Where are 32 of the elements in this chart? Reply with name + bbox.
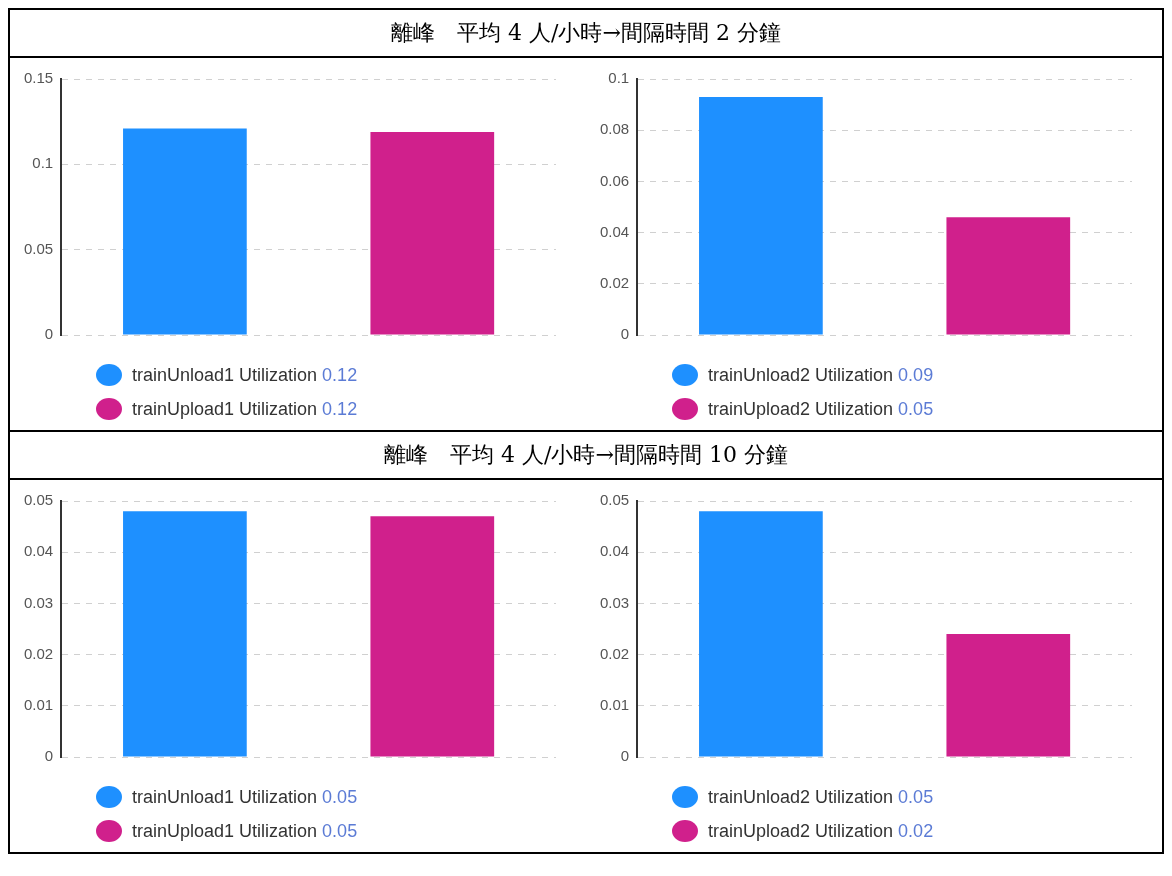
legend-label: trainUpload1 Utilization 0.05 bbox=[132, 820, 358, 841]
y-tick-label: 0.1 bbox=[608, 69, 630, 87]
y-tick-label: 0.04 bbox=[599, 222, 630, 240]
y-tick-label: 0.01 bbox=[599, 695, 630, 713]
legend-label: trainUnload1 Utilization 0.12 bbox=[132, 364, 358, 385]
legend-label: trainUnload1 Utilization 0.05 bbox=[132, 786, 358, 807]
y-tick-label: 0 bbox=[620, 747, 630, 765]
chart-title: 離峰 平均 4 人/小時→間隔時間 2 分鐘 bbox=[10, 10, 1162, 58]
chart-title: 離峰 平均 4 人/小時→間隔時間 10 分鐘 bbox=[10, 430, 1162, 480]
y-tick-label: 0.02 bbox=[599, 273, 630, 291]
y-tick-label: 0.04 bbox=[23, 542, 54, 560]
legend-label: trainUnload2 Utilization 0.09 bbox=[708, 364, 934, 385]
y-tick-label: 0.15 bbox=[23, 69, 54, 87]
y-tick-label: 0.03 bbox=[23, 593, 54, 611]
y-tick-label: 0.1 bbox=[32, 154, 54, 172]
y-tick-label: 0.06 bbox=[599, 171, 630, 189]
y-tick-label: 0.02 bbox=[599, 644, 630, 662]
y-tick-label: 0.08 bbox=[599, 120, 630, 138]
legend-label: trainUnload2 Utilization 0.05 bbox=[708, 786, 934, 807]
y-tick-label: 0.02 bbox=[23, 644, 54, 662]
y-tick-label: 0 bbox=[44, 747, 54, 765]
y-tick-label: 0.01 bbox=[23, 695, 54, 713]
legend-label: trainUpload2 Utilization 0.02 bbox=[708, 820, 934, 841]
y-tick-label: 0.05 bbox=[599, 491, 630, 509]
y-tick-label: 0 bbox=[620, 325, 630, 343]
y-tick-label: 0.03 bbox=[599, 593, 630, 611]
y-tick-label: 0 bbox=[44, 325, 54, 343]
y-tick-label: 0.05 bbox=[23, 239, 54, 257]
legend-label: trainUpload2 Utilization 0.05 bbox=[708, 398, 934, 419]
y-tick-label: 0.05 bbox=[23, 491, 54, 509]
y-tick-label: 0.04 bbox=[599, 542, 630, 560]
legend-label: trainUpload1 Utilization 0.12 bbox=[132, 398, 358, 419]
